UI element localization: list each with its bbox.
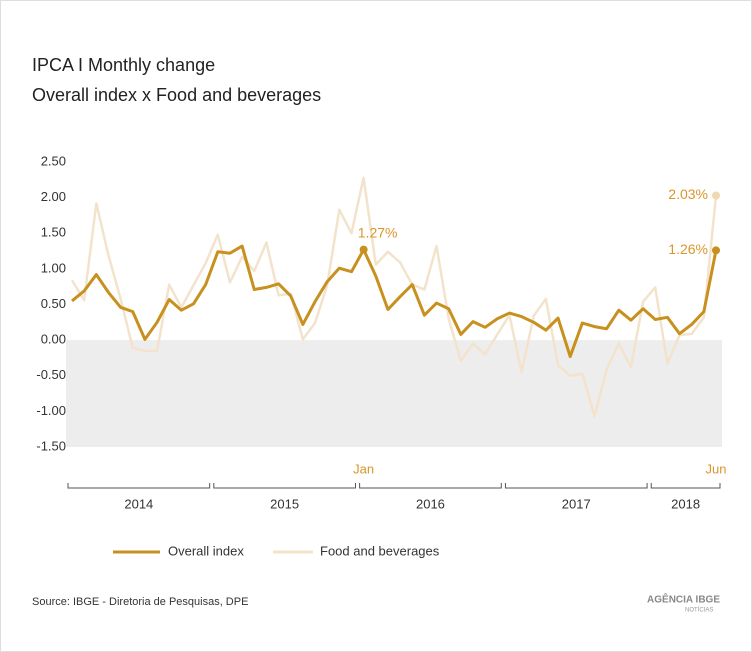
y-tick-label: 2.00: [41, 189, 66, 204]
y-tick-label: -1.00: [36, 403, 66, 418]
chart-title: IPCA I Monthly change: [32, 55, 215, 75]
year-label: 2017: [562, 496, 591, 511]
legend-label: Overall index: [168, 543, 244, 558]
year-bracket: [650, 483, 721, 489]
negative-area: [66, 340, 722, 447]
x-tick-label: Jan: [353, 461, 374, 476]
data-label: 1.27%: [358, 224, 398, 240]
year-bracket: [67, 483, 211, 489]
label-dot: [712, 246, 720, 255]
series-line: [70, 176, 718, 418]
year-label: 2015: [270, 496, 299, 511]
year-bracket: [504, 483, 648, 489]
y-tick-label: -0.50: [36, 367, 66, 382]
chart-subtitle: Overall index x Food and beverages: [32, 85, 321, 105]
x-tick-label: Jun: [706, 461, 727, 476]
y-tick-label: 0.00: [41, 332, 66, 347]
y-tick-label: 1.50: [41, 225, 66, 240]
series-line: [71, 244, 718, 359]
data-label: 1.26%: [668, 241, 708, 257]
y-tick-label: 2.50: [41, 153, 66, 168]
year-bracket: [359, 483, 502, 489]
year-label: 2014: [124, 496, 153, 511]
y-tick-label: 1.00: [41, 260, 66, 275]
year-label: 2018: [671, 496, 700, 511]
label-dot: [359, 245, 368, 254]
year-bracket: [213, 483, 356, 489]
logo-sub: NOTÍCIAS: [685, 607, 713, 614]
y-tick-label: -1.50: [36, 438, 66, 453]
logo: AGÊNCIA IBGE: [647, 593, 720, 606]
data-label: 2.03%: [668, 186, 708, 202]
label-dot: [712, 191, 720, 200]
y-tick-label: 0.50: [41, 296, 66, 311]
legend-label: Food and beverages: [320, 543, 440, 558]
year-label: 2016: [416, 496, 445, 511]
source: Source: IBGE - Diretoria de Pesquisas, D…: [32, 596, 248, 608]
